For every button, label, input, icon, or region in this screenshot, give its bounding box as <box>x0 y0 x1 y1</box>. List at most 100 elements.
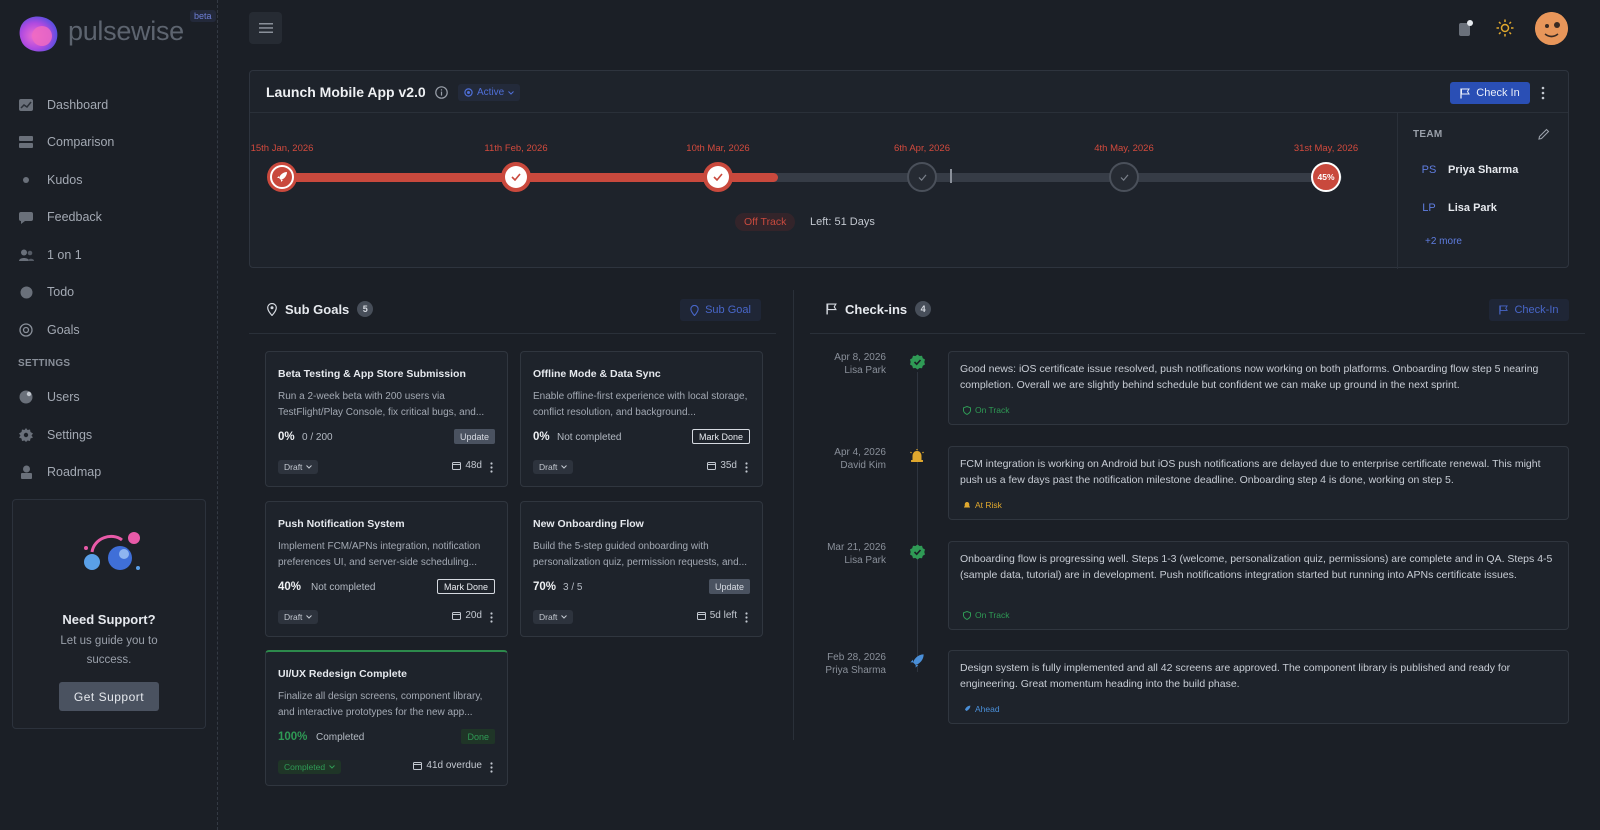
mark-done-button[interactable]: Mark Done <box>691 429 750 444</box>
user-avatar[interactable] <box>1535 12 1568 45</box>
checkin-timeline-line <box>917 372 918 672</box>
subgoals-divider <box>249 333 776 334</box>
sidebar-item-label: Kudos <box>47 172 83 187</box>
sidebar-item-roadmap[interactable]: Roadmap <box>18 454 208 492</box>
subgoal-state-dropdown[interactable]: Draft <box>533 460 574 474</box>
member-name: Priya Sharma <box>1448 164 1519 176</box>
milestone-date: 6th Apr, 2026 <box>894 143 950 154</box>
chevron-down-icon <box>508 90 515 95</box>
support-text: Let us guide you to success. <box>60 635 158 666</box>
subgoal-state-label: Draft <box>284 612 303 622</box>
sidebar-item-todo[interactable]: Todo <box>18 274 208 312</box>
add-subgoal-button[interactable]: Sub Goal <box>680 299 761 321</box>
milestone-pending[interactable] <box>1109 162 1139 192</box>
comparison-icon <box>18 134 34 150</box>
notifications-button[interactable] <box>1456 18 1476 38</box>
subgoal-card[interactable]: Offline Mode & Data Sync Enable offline-… <box>520 351 763 487</box>
milestone-pending[interactable] <box>907 162 937 192</box>
add-subgoal-label: Sub Goal <box>705 304 751 316</box>
checkins-divider <box>810 333 1585 334</box>
info-icon[interactable] <box>435 86 448 99</box>
sidebar-item-users[interactable]: Users <box>18 379 208 417</box>
menu-toggle-button[interactable] <box>249 12 282 44</box>
get-support-button[interactable]: Get Support <box>59 682 159 711</box>
support-illustration-icon <box>84 532 140 570</box>
sidebar-item-dashboard[interactable]: Dashboard <box>18 86 208 124</box>
subgoal-progress: Completed <box>316 732 365 743</box>
checkin-status-icon <box>908 652 926 670</box>
add-checkin-button[interactable]: Check-In <box>1489 299 1569 321</box>
check-in-button[interactable]: Check In <box>1450 82 1530 104</box>
milestone-date: 11th Feb, 2026 <box>484 143 548 154</box>
pencil-icon[interactable] <box>1538 128 1550 140</box>
subgoal-state-dropdown[interactable]: Draft <box>278 610 319 624</box>
more-options-icon[interactable] <box>745 462 748 473</box>
support-card: Need Support? Let us guide you to succes… <box>12 499 206 729</box>
checkin-card[interactable]: Onboarding flow is progressing well. Ste… <box>948 541 1569 630</box>
brand[interactable]: pulsewise beta <box>18 10 218 56</box>
subgoal-card[interactable]: Push Notification System Implement FCM/A… <box>265 501 508 637</box>
goal-status-dropdown[interactable]: Active <box>458 84 521 101</box>
checkins-title: Check-ins <box>845 301 908 317</box>
milestone-completed[interactable] <box>703 162 733 192</box>
check-badge-icon <box>909 544 925 559</box>
calendar-icon <box>707 462 717 470</box>
sidebar-item-feedback[interactable]: Feedback <box>18 199 208 237</box>
feedback-icon <box>18 209 34 225</box>
subgoal-progress: 0 / 200 <box>302 432 333 443</box>
team-member[interactable]: PS Priya Sharma <box>1418 159 1519 181</box>
sidebar-item-1on1[interactable]: 1 on 1 <box>18 236 208 274</box>
checkin-card[interactable]: FCM integration is working on Android bu… <box>948 446 1569 520</box>
checkin-status: At Risk <box>963 500 1002 510</box>
subgoal-description: Implement FCM/APNs integration, notifica… <box>278 541 481 568</box>
subgoal-due-label: 41d overdue <box>426 760 482 771</box>
main-nav: Dashboard Comparison Kudos Feedback 1 on… <box>18 86 208 491</box>
more-options-icon[interactable] <box>490 462 493 473</box>
goal-end-progress[interactable]: 45% <box>1311 162 1341 192</box>
update-button[interactable]: Update <box>708 579 750 594</box>
milestone-start[interactable] <box>267 162 297 192</box>
team-more-link[interactable]: +2 more <box>1425 236 1462 247</box>
subgoal-card[interactable]: New Onboarding Flow Build the 5-step gui… <box>520 501 763 637</box>
subgoal-percent: 40% <box>278 581 302 593</box>
team-title: TEAM <box>1413 129 1443 140</box>
gear-icon <box>18 427 34 443</box>
more-options-icon[interactable] <box>1541 86 1545 100</box>
chevron-down-icon <box>561 465 568 469</box>
subgoal-card[interactable]: UI/UX Redesign Complete Finalize all des… <box>265 650 508 786</box>
team-panel: TEAM PS Priya Sharma LP Lisa Park +2 mor… <box>1397 113 1570 269</box>
rocket-icon <box>910 654 924 668</box>
sidebar-item-goals[interactable]: Goals <box>18 311 208 349</box>
checkin-card[interactable]: Design system is fully implemented and a… <box>948 650 1569 724</box>
subgoal-card[interactable]: Beta Testing & App Store Submission Run … <box>265 351 508 487</box>
milestone-completed[interactable] <box>501 162 531 192</box>
sidebar-item-comparison[interactable]: Comparison <box>18 124 208 162</box>
subgoal-due: 5d left <box>696 610 737 621</box>
done-badge: Done <box>461 729 495 744</box>
more-options-icon[interactable] <box>490 762 493 773</box>
goal-timeline: 15th Jan, 2026 11th Feb, 2026 10th Mar, … <box>251 143 1358 203</box>
subgoal-state-dropdown[interactable]: Completed <box>278 760 342 774</box>
sidebar-item-label: Todo <box>47 285 75 300</box>
sidebar-item-label: Goals <box>47 322 80 337</box>
flag-icon <box>1460 88 1471 98</box>
clipboard-notification-icon <box>1459 20 1473 36</box>
member-initials: LP <box>1422 202 1436 214</box>
sidebar-item-settings[interactable]: Settings <box>18 416 208 454</box>
checkin-card[interactable]: Good news: iOS certificate issue resolve… <box>948 351 1569 425</box>
sidebar-item-kudos[interactable]: Kudos <box>18 161 208 199</box>
mark-done-button[interactable]: Mark Done <box>436 579 495 594</box>
subgoal-state-dropdown[interactable]: Draft <box>533 610 574 624</box>
team-member[interactable]: LP Lisa Park <box>1418 197 1497 219</box>
subgoal-title: Beta Testing & App Store Submission <box>278 368 466 380</box>
subgoal-state-label: Draft <box>284 462 303 472</box>
subgoal-state-dropdown[interactable]: Draft <box>278 460 319 474</box>
update-button[interactable]: Update <box>453 429 495 444</box>
theme-toggle-button[interactable] <box>1495 18 1515 38</box>
users-icon <box>18 389 34 405</box>
subgoal-due: 48d <box>452 460 482 471</box>
more-options-icon[interactable] <box>745 612 748 623</box>
todo-icon <box>18 284 34 300</box>
more-options-icon[interactable] <box>490 612 493 623</box>
checkin-date: Apr 8, 2026 <box>834 352 886 363</box>
